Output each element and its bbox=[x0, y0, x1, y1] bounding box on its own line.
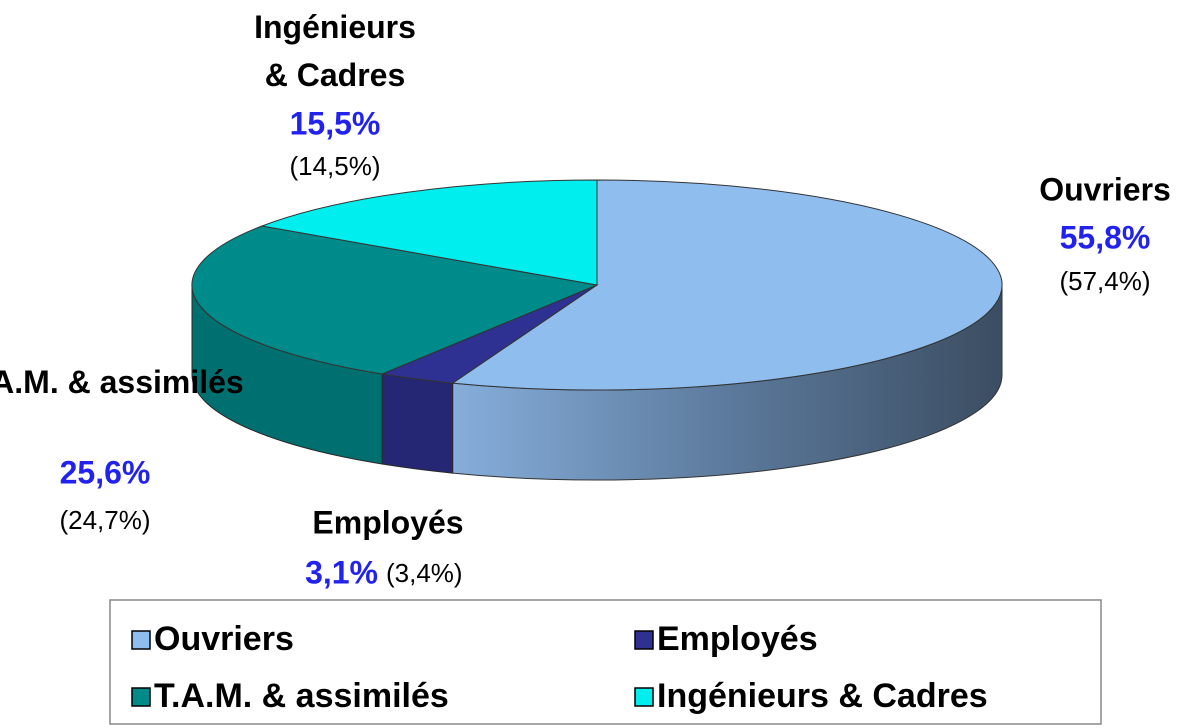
label-line: & Cadres bbox=[265, 57, 406, 93]
label-line: Ingénieurs bbox=[254, 9, 416, 45]
value-label: 25,6% bbox=[60, 454, 151, 490]
value-label: 15,5% bbox=[290, 105, 381, 141]
slice-side bbox=[381, 373, 454, 474]
previous-value-label: (3,4%) bbox=[386, 558, 463, 588]
legend-swatch bbox=[634, 687, 654, 707]
value-label: 3,1% bbox=[305, 554, 378, 590]
previous-value-label: (14,5%) bbox=[289, 151, 380, 181]
legend-box bbox=[109, 599, 1102, 725]
legend-label: Ouvriers bbox=[154, 620, 294, 658]
slice-label: Ingénieurs & Cadres bbox=[254, 9, 416, 93]
label-line: T.A.M. & assimilés bbox=[0, 364, 244, 400]
slice-label: T.A.M. & assimilés bbox=[0, 364, 244, 400]
slice-label: Employés bbox=[312, 504, 463, 540]
legend-swatch bbox=[634, 630, 654, 650]
legend-swatch bbox=[131, 630, 151, 650]
slice bbox=[451, 179, 1003, 391]
value-label: 55,8% bbox=[1060, 219, 1151, 255]
slice bbox=[260, 179, 598, 286]
legend-label: Employés bbox=[657, 620, 818, 658]
slice-label: Ouvriers bbox=[1039, 171, 1171, 207]
previous-value-label: (24,7%) bbox=[59, 505, 150, 535]
legend-label: T.A.M. & assimilés bbox=[154, 677, 449, 715]
legend-swatch bbox=[131, 687, 151, 707]
legend-label: Ingénieurs & Cadres bbox=[657, 677, 988, 715]
previous-value-label: (57,4%) bbox=[1059, 266, 1150, 296]
slice bbox=[191, 225, 599, 375]
